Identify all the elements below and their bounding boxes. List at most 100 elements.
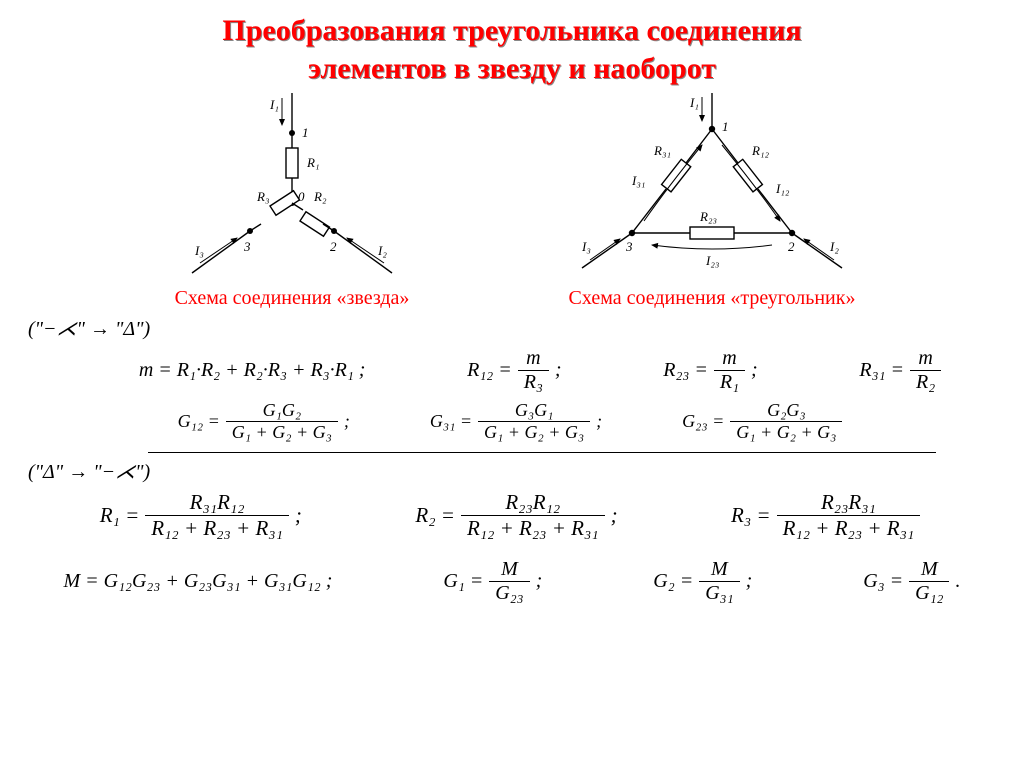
row-M-G: M = G₁₂G₂₃ + G₂₃G₃₁ + G₃₁G₁₂ ; G₁ = MG₂₃…	[28, 558, 996, 605]
page: Преобразования треугольника соединения э…	[0, 0, 1024, 768]
R1-lhs: R₁ =	[100, 503, 140, 528]
G3-den: G₁₂	[909, 582, 949, 605]
semi: ;	[536, 570, 543, 593]
R23-den: R₁	[714, 371, 745, 394]
eq-G3: G₃ = MG₁₂ .	[863, 558, 960, 605]
G1-den: G₂₃	[489, 582, 529, 605]
eq-R31: R₃₁ = mR₂	[859, 347, 945, 394]
label-n2: 2	[788, 239, 795, 254]
label-I31: I₃₁	[631, 173, 645, 188]
semi: ;	[295, 503, 302, 528]
G31-den: G₁ + G₂ + G₃	[478, 422, 590, 443]
eq-G31: G₃₁ = G₃G₁G₁ + G₂ + G₃ ;	[430, 400, 602, 442]
R1-num: R₃₁R₁₂	[184, 490, 251, 514]
label-R31: R₃₁	[653, 143, 671, 158]
label-I2: I₂	[829, 239, 839, 254]
G12-den: G₁ + G₂ + G₃	[226, 422, 338, 443]
eq-M: M = G₁₂G₂₃ + G₂₃G₃₁ + G₃₁G₁₂ ;	[63, 570, 332, 593]
label-n2: 2	[330, 239, 337, 254]
title-line-2: элементов в звезду и наоборот	[308, 52, 716, 85]
G23-lhs: G₂₃ =	[682, 411, 724, 432]
row-R1-R2-R3: R₁ = R₃₁R₁₂R₁₂ + R₂₃ + R₃₁ ; R₂ = R₂₃R₁₂…	[28, 490, 996, 539]
eq-G23: G₂₃ = G₂G₃G₁ + G₂ + G₃	[682, 400, 846, 442]
G2-lhs: G₂ =	[653, 570, 693, 593]
G1-lhs: G₁ =	[443, 570, 483, 593]
R2-num: R₂₃R₁₂	[499, 490, 566, 514]
star-caption: Схема соединения «звезда»	[175, 287, 410, 310]
G3-num: M	[915, 558, 944, 581]
label-I2: I₂	[377, 243, 387, 258]
G2-num: M	[705, 558, 734, 581]
diagrams-row: I₁ 1 R₁ R₃ R₂ 0 3 2 I₃ I₂ Схема соединен…	[0, 93, 1024, 310]
transform-label-1: ("−⋌" → "Δ")	[28, 316, 996, 341]
label-I3: I₃	[581, 239, 591, 254]
R12-num: m	[520, 347, 546, 370]
R3-den: R₁₂ + R₂₃ + R₃₁	[777, 516, 921, 540]
label-I12: I₁₂	[775, 181, 790, 196]
R2-lhs: R₂ =	[415, 503, 455, 528]
label-n0: 0	[298, 189, 305, 204]
G1-num: M	[495, 558, 524, 581]
R2-den: R₁₂ + R₂₃ + R₃₁	[461, 516, 605, 540]
title-line-1: Преобразования треугольника соединения	[222, 14, 801, 47]
label-R12: R₁₂	[751, 143, 769, 158]
R12-den: R₃	[518, 371, 549, 394]
eq-G2: G₂ = MG₃₁ ;	[653, 558, 752, 605]
eq-m: m = R₁·R₂ + R₂·R₃ + R₃·R₁ ;	[139, 359, 366, 382]
label-I1: I₁	[689, 95, 699, 110]
transform-label-2: ("Δ" → "−⋌")	[28, 459, 996, 484]
eq-G1: G₁ = MG₂₃ ;	[443, 558, 542, 605]
R31-den: R₂	[910, 371, 941, 394]
semi: ;	[344, 411, 350, 432]
R23-lhs: R₂₃ =	[663, 359, 708, 382]
label-I1: I₁	[269, 97, 279, 112]
semi: ;	[746, 570, 753, 593]
eq-R3: R₃ = R₂₃R₃₁R₁₂ + R₂₃ + R₃₁	[731, 490, 924, 539]
label-n1: 1	[722, 119, 729, 134]
R3-num: R₂₃R₃₁	[815, 490, 882, 514]
star-diagram-block: I₁ 1 R₁ R₃ R₂ 0 3 2 I₃ I₂ Схема соединен…	[162, 93, 422, 310]
divider	[148, 452, 936, 453]
delta-caption: Схема соединения «треугольник»	[569, 287, 856, 310]
page-title: Преобразования треугольника соединения э…	[0, 0, 1024, 87]
row-m-R: m = R₁·R₂ + R₂·R₃ + R₃·R₁ ; R₁₂ = mR₃ ; …	[28, 347, 996, 394]
label-I23: I₂₃	[705, 253, 719, 268]
dot: .	[955, 570, 960, 593]
R23-num: m	[716, 347, 742, 370]
delta-diagram-block: I₁ 1 R₃₁ R₁₂ R₂₃ I₃₁ I₁₂ I₂₃ 3 2 I₃ I₂ С…	[562, 93, 862, 310]
semi: ;	[611, 503, 618, 528]
delta-diagram: I₁ 1 R₃₁ R₁₂ R₂₃ I₃₁ I₁₂ I₂₃ 3 2 I₃ I₂	[562, 93, 862, 283]
R12-lhs: R₁₂ =	[467, 359, 512, 382]
label-R2: R₂	[313, 189, 327, 204]
G12-lhs: G₁₂ =	[178, 411, 220, 432]
semi: ;	[596, 411, 602, 432]
eq-G12: G₁₂ = G₁G₂G₁ + G₂ + G₃ ;	[178, 400, 350, 442]
formula-area: ("−⋌" → "Δ") m = R₁·R₂ + R₂·R₃ + R₃·R₁ ;…	[0, 316, 1024, 605]
semi: ;	[751, 359, 758, 382]
label-R1: R₁	[306, 155, 319, 170]
G12-num: G₁G₂	[257, 400, 308, 421]
G3-lhs: G₃ =	[863, 570, 903, 593]
R31-num: m	[912, 347, 938, 370]
semi: ;	[555, 359, 562, 382]
R31-lhs: R₃₁ =	[859, 359, 904, 382]
label-n1: 1	[302, 125, 309, 140]
R1-den: R₁₂ + R₂₃ + R₃₁	[145, 516, 289, 540]
G23-den: G₁ + G₂ + G₃	[730, 422, 842, 443]
label-R23: R₂₃	[699, 209, 717, 224]
label-I3: I₃	[194, 243, 204, 258]
G23-num: G₂G₃	[761, 400, 812, 421]
label-n3: 3	[243, 239, 251, 254]
G31-num: G₃G₁	[509, 400, 560, 421]
star-diagram: I₁ 1 R₁ R₃ R₂ 0 3 2 I₃ I₂	[162, 93, 422, 283]
eq-R12: R₁₂ = mR₃ ;	[467, 347, 561, 394]
eq-R1: R₁ = R₃₁R₁₂R₁₂ + R₂₃ + R₃₁ ;	[100, 490, 302, 539]
label-n3: 3	[625, 239, 633, 254]
eq-R23: R₂₃ = mR₁ ;	[663, 347, 757, 394]
label-R3: R₃	[256, 189, 269, 204]
row-G12-G31-G23: G₁₂ = G₁G₂G₁ + G₂ + G₃ ; G₃₁ = G₃G₁G₁ + …	[28, 400, 996, 442]
G31-lhs: G₃₁ =	[430, 411, 472, 432]
R3-lhs: R₃ =	[731, 503, 771, 528]
eq-R2: R₂ = R₂₃R₁₂R₁₂ + R₂₃ + R₃₁ ;	[415, 490, 617, 539]
G2-den: G₃₁	[699, 582, 739, 605]
